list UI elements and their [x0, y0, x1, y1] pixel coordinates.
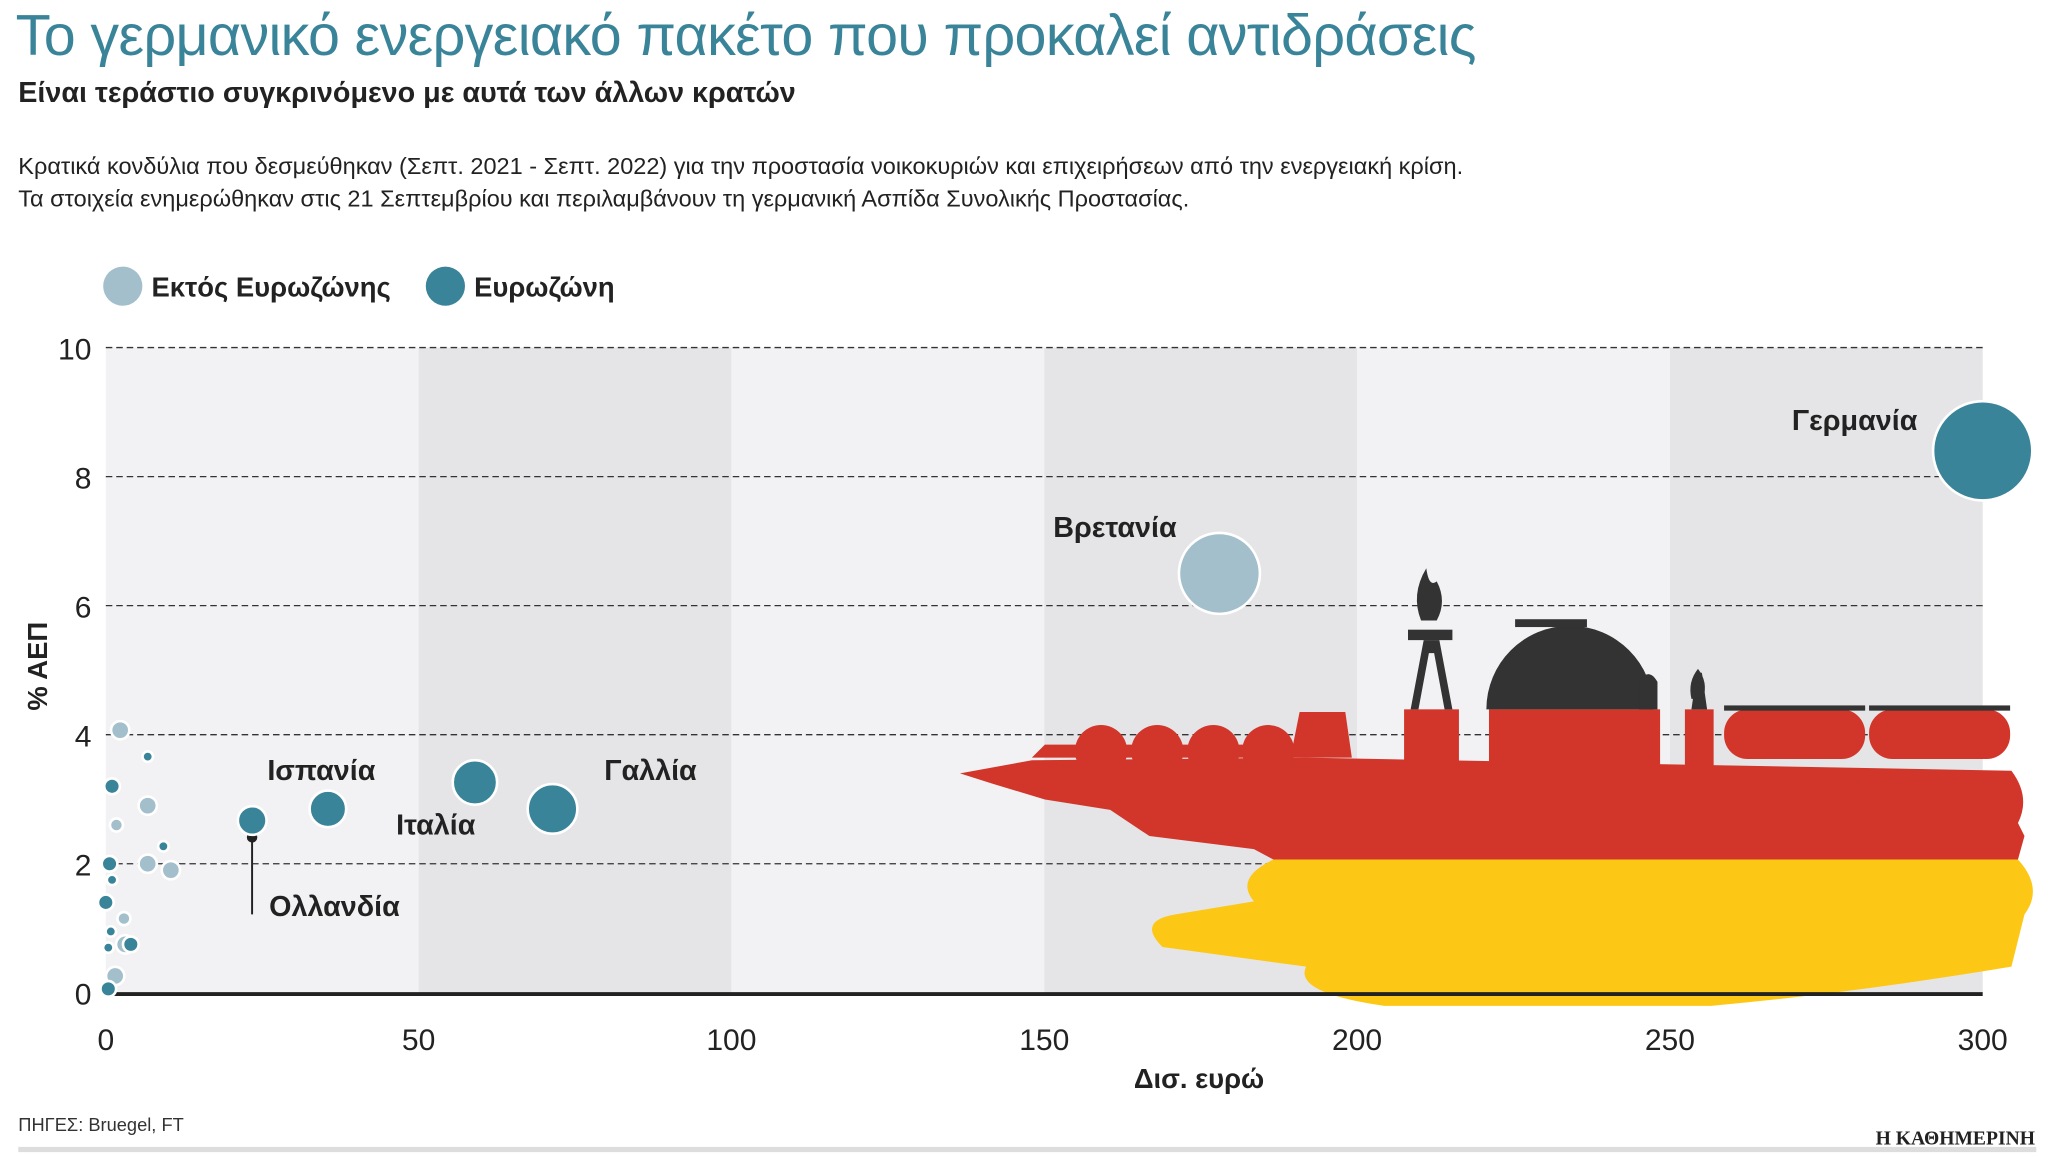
bubble-Ιταλία [451, 758, 499, 806]
bubble-label: Γερμανία [1792, 405, 1918, 437]
bubble-label: Ισπανία [267, 755, 375, 787]
x-tick-label: 250 [1645, 1024, 1695, 1057]
bubble [101, 941, 115, 955]
chart-subtitle: Είναι τεράστιο συγκρινόμενο με αυτά των … [18, 77, 795, 109]
bubble [109, 719, 131, 741]
bubble [156, 839, 170, 853]
bubble-Ισπανία [308, 789, 348, 829]
bubble-Βρετανία [1177, 531, 1262, 616]
legend-swatch-non-eurozone [103, 266, 143, 306]
bubble [121, 935, 140, 954]
chart-title: Το γερμανικό ενεργειακό πακέτο που προκα… [16, 4, 1476, 68]
bubble [137, 853, 159, 875]
bubble [108, 817, 125, 833]
bubble [116, 910, 132, 927]
bubble [102, 777, 122, 796]
bubble-Γαλλία [526, 782, 579, 836]
x-tick-label: 300 [1958, 1024, 2008, 1057]
bubble [99, 979, 118, 999]
bubble [137, 795, 159, 817]
source-note: ΠΗΓΕΣ: Bruegel, FT [18, 1114, 184, 1135]
flag-yellow-band [1152, 859, 2033, 1006]
y-tick-label: 2 [75, 849, 92, 882]
y-tick-label: 10 [58, 333, 91, 366]
background-band [105, 347, 419, 993]
bubble-Ολλανδία [236, 804, 268, 837]
y-tick-label: 8 [75, 462, 92, 495]
bubble [104, 924, 118, 939]
footer-rule [18, 1146, 2037, 1153]
description-line-1: Κρατικά κονδύλια που δεσμεύθηκαν (Σεπτ. … [18, 153, 1463, 179]
legend: Εκτός Ευρωζώνης Ευρωζώνη [103, 266, 615, 306]
bubble-label: Βρετανία [1053, 512, 1177, 544]
x-axis-label: Δισ. ευρώ [1134, 1063, 1264, 1094]
bubble [100, 854, 119, 873]
description-line-2: Τα στοιχεία ενημερώθηκαν στις 21 Σεπτεμβ… [18, 185, 1189, 211]
y-tick-label: 6 [75, 591, 92, 624]
bubble-label: Ολλανδία [269, 891, 400, 923]
legend-label-eurozone: Ευρωζώνη [474, 272, 615, 303]
y-tick-label: 0 [75, 979, 92, 1012]
bubble-label: Γαλλία [604, 755, 697, 787]
flag-red-band [960, 757, 2025, 860]
bubble-Γερμανία [1931, 399, 2034, 502]
background-band [418, 347, 732, 993]
industrial-silhouette [1031, 709, 2011, 778]
x-tick-label: 200 [1332, 1024, 1382, 1057]
x-tick-label: 150 [1019, 1024, 1069, 1057]
bubble [96, 893, 115, 912]
legend-swatch-eurozone [425, 266, 465, 306]
y-axis-label: % ΑΕΠ [22, 622, 53, 711]
x-tick-label: 100 [706, 1024, 756, 1057]
bubble [105, 873, 119, 887]
bubble [160, 859, 182, 881]
x-tick-label: 0 [97, 1024, 114, 1057]
bubble-label: Ιταλία [396, 810, 476, 842]
x-tick-label: 50 [402, 1024, 435, 1057]
germany-illustration [960, 568, 2033, 1006]
legend-label-non-eurozone: Εκτός Ευρωζώνης [152, 272, 391, 303]
bubble [141, 750, 155, 764]
publisher-logo: Η ΚΑΘΗΜΕΡΙΝΗ [1876, 1128, 2035, 1149]
y-tick-label: 4 [75, 720, 92, 753]
background-band [731, 347, 1045, 993]
